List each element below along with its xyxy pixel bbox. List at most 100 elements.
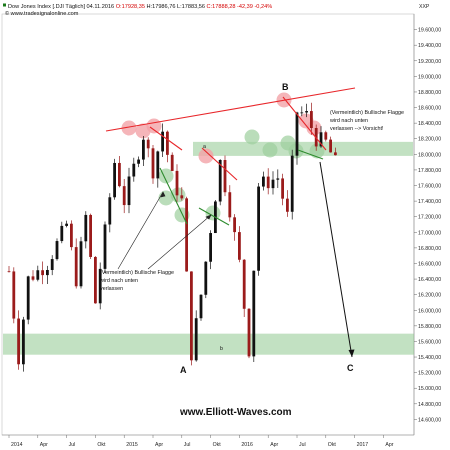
- red-resistance-line: [105, 87, 356, 132]
- y-tick-label: 16.400,00: [418, 277, 441, 283]
- candle-body: [113, 162, 116, 198]
- candle-body: [276, 178, 280, 180]
- x-tick-label: 2017: [357, 442, 369, 448]
- candle-body: [151, 148, 155, 179]
- y-tick-label: 15.400,00: [418, 355, 441, 361]
- candle-body: [17, 318, 20, 365]
- candles: [7, 102, 337, 372]
- y-tick-label: 18.200,00: [418, 137, 441, 143]
- arrowhead-second-flag: [205, 214, 212, 220]
- x-tick-label: 2014: [11, 442, 23, 448]
- candle-body: [218, 160, 222, 202]
- left-note-line-2: wird nach unten: [99, 278, 138, 284]
- candle-body: [281, 178, 284, 199]
- right-note-line-2: wird nach unten: [329, 118, 368, 124]
- right-note-line-3: verlassen --> Vorsicht!: [330, 126, 384, 132]
- x-axis-ticks: 2014 Apr Jul Okt 2015 Apr Jul Okt 2016 Apr Jul Okt 2…: [8, 435, 394, 448]
- candle-body: [190, 271, 193, 361]
- y-tick-label: 17.200,00: [418, 215, 441, 221]
- y-tick-label: 15.200,00: [418, 371, 441, 377]
- arrow-to-first-flag: [117, 191, 164, 270]
- y-tick-label: 19.600,00: [418, 28, 441, 34]
- x-tick-label: Okt: [328, 442, 337, 448]
- y-tick-label: 14.800,00: [418, 402, 441, 408]
- arrowhead-first-flag: [160, 191, 166, 198]
- header-marker: [3, 3, 6, 7]
- red-pivot-circle: [121, 120, 137, 136]
- y-tick-label: 17.000,00: [418, 230, 441, 236]
- red-flag-line-1: [149, 126, 183, 151]
- y-tick-label: 16.000,00: [418, 308, 441, 314]
- y-tick-label: 15.800,00: [418, 324, 441, 330]
- candle-body: [310, 111, 313, 129]
- x-tick-label: Apr: [270, 442, 278, 448]
- x-tick-label: Okt: [213, 442, 222, 448]
- candle-body: [166, 131, 169, 155]
- candle-body: [79, 241, 83, 287]
- candle-body: [271, 179, 275, 189]
- candle-body: [180, 195, 184, 199]
- red-pivot-circle: [198, 148, 214, 164]
- candle-body: [7, 271, 11, 273]
- candle-body: [319, 132, 323, 147]
- green-flag-line-1: [159, 167, 188, 225]
- candle-body: [70, 223, 73, 248]
- y-tick-label: 18.000,00: [418, 152, 441, 158]
- candle-body: [334, 152, 337, 156]
- candle-body: [36, 270, 40, 280]
- x-tick-label: 2015: [126, 442, 138, 448]
- candle-body: [22, 319, 25, 365]
- support-zone-2: [3, 333, 414, 355]
- y-tick-label: 16.800,00: [418, 246, 441, 252]
- candle-body: [185, 198, 188, 272]
- candle-body: [26, 276, 30, 320]
- header-close: C:17888,28 -42,39 -0,24%: [207, 4, 273, 10]
- header-line-1: Dow Jones Index [.DJI Täglich] 04.11.201…: [8, 4, 272, 10]
- wave-label-C: C: [347, 363, 354, 373]
- candle-body: [305, 111, 308, 113]
- candle-body: [41, 270, 44, 276]
- candle-body: [300, 112, 304, 114]
- x-tick-label: Jul: [299, 442, 306, 448]
- candle-body: [108, 197, 112, 225]
- candle-body: [103, 224, 107, 269]
- y-tick-label: 15.600,00: [418, 339, 441, 345]
- y-tick-label: 19.200,00: [418, 59, 441, 65]
- candle-body: [65, 223, 68, 226]
- red-flag-line-3: [282, 96, 327, 151]
- candle-body: [31, 276, 35, 280]
- y-tick-label: 17.800,00: [418, 168, 441, 174]
- arrow-to-second-flag: [147, 214, 212, 270]
- x-tick-label: 2016: [241, 442, 253, 448]
- y-tick-label: 15.000,00: [418, 386, 441, 392]
- candle-body: [223, 160, 227, 193]
- candle-body: [50, 259, 54, 270]
- candle-body: [146, 139, 150, 149]
- projection-arrow: [319, 161, 353, 358]
- wave-label-B: B: [282, 82, 289, 92]
- candle-body: [94, 256, 97, 304]
- axis-tag: XXP: [419, 4, 430, 10]
- candle-body: [204, 261, 208, 295]
- red-pivot-circle: [135, 123, 151, 139]
- watermark: www.Elliott-Waves.com: [179, 407, 292, 418]
- green-pivot-circle: [244, 129, 260, 145]
- header-line-2: © www.tradesignalonline.com: [5, 10, 79, 17]
- header-open: O:17928,35: [116, 4, 145, 10]
- y-tick-label: 17.400,00: [418, 199, 441, 205]
- y-tick-label: 16.600,00: [418, 261, 441, 267]
- green-flag-line-2: [198, 207, 230, 226]
- candle-body: [329, 139, 332, 153]
- y-tick-label: 19.400,00: [418, 43, 441, 49]
- projection-arrowhead: [348, 349, 355, 357]
- right-note-line-1: (Vermeintlich) Bullische Flagge: [330, 110, 404, 116]
- green-pivot-circle: [158, 190, 174, 206]
- candle-body: [247, 308, 251, 357]
- candle-body: [12, 271, 16, 319]
- candle-body: [55, 241, 59, 260]
- candle-body: [295, 112, 299, 156]
- green-flag-line-3: [297, 149, 324, 160]
- wave-label-a: a: [203, 144, 206, 150]
- candle-body: [238, 232, 241, 260]
